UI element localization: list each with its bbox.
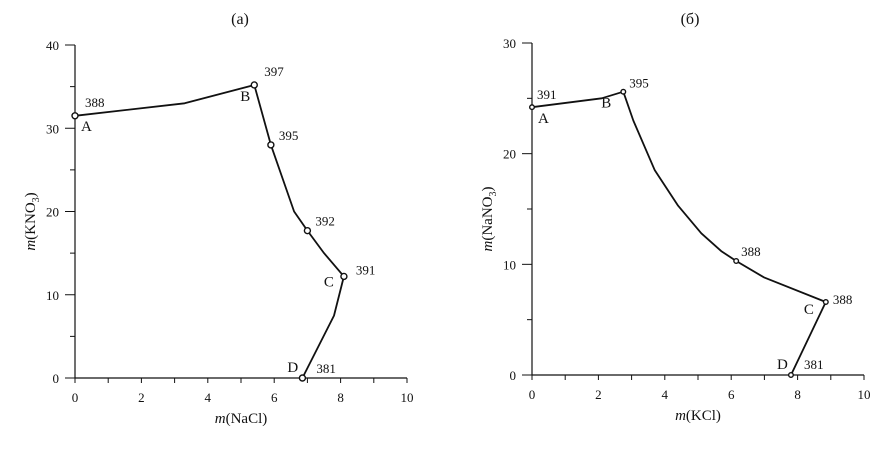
x-tick-label: 8 [337, 390, 344, 405]
data-point [71, 112, 79, 120]
y-tick-label: 30 [46, 121, 59, 136]
point-letter: D [777, 357, 788, 373]
x-tick-label: 0 [529, 387, 536, 402]
point-letter: A [538, 111, 549, 127]
x-tick-label: 6 [728, 387, 735, 402]
data-label: 388 [833, 292, 853, 307]
data-label: 392 [315, 214, 335, 229]
y-tick-label: 20 [503, 147, 516, 162]
x-tick-label: 10 [858, 387, 871, 402]
y-tick-label: 30 [503, 36, 516, 51]
y-tick-label: 0 [53, 371, 60, 386]
y-axis-label-italic: m [23, 240, 39, 251]
data-point [250, 81, 258, 89]
data-label: 388 [741, 244, 761, 259]
x-tick-label: 4 [205, 390, 212, 405]
chart-panel-0: (a)0 2 4 6 8 10010203040m(NaCl)m(KNO3)388A397… [23, 11, 414, 427]
data-point [529, 104, 536, 111]
solubility-curve [531, 90, 827, 376]
x-tick-label: 10 [401, 390, 414, 405]
y-axis-label-rest: (NaNO [480, 196, 496, 240]
data-point [303, 226, 312, 235]
y-axis-label-close: ) [23, 192, 39, 197]
data-label: 391 [356, 262, 376, 277]
y-axis-label-sub: 3 [31, 197, 42, 202]
y-axis-label-close: ) [480, 187, 496, 192]
data-label: 395 [629, 76, 649, 91]
x-axis-label-italic: m [215, 411, 226, 427]
x-tick-label: 6 [271, 390, 278, 405]
data-label: 388 [85, 95, 105, 110]
y-axis-label-rest: (KNO [23, 202, 39, 240]
chart-title: (a) [231, 11, 249, 28]
x-tick-label: 2 [138, 390, 145, 405]
point-letter: C [324, 274, 334, 290]
y-axis-label-italic: m [480, 241, 496, 252]
data-label: 397 [264, 64, 284, 79]
y-tick-label: 40 [46, 38, 59, 53]
data-point [298, 374, 307, 382]
x-axis-label-rest: (KCl) [686, 408, 721, 424]
y-tick-label: 20 [46, 205, 59, 220]
data-label: 395 [279, 128, 299, 143]
solubility-curve [74, 84, 345, 379]
x-tick-label: 2 [595, 387, 602, 402]
point-letter: B [240, 89, 250, 105]
y-axis-label: m(KNO3) [23, 192, 42, 250]
data-point [620, 88, 627, 95]
point-letter: B [601, 96, 611, 112]
y-axis-label-sub: 3 [488, 192, 499, 197]
x-axis-label: m(KCl) [675, 408, 721, 424]
data-point [733, 258, 740, 265]
point-letter: C [804, 302, 814, 318]
chart-panel-1: (б)0 2 4 6 8 100102030m(KCl)m(NaNO3)391A395B3… [480, 11, 871, 424]
data-point [787, 372, 794, 379]
data-point [822, 298, 829, 305]
x-tick-label: 4 [662, 387, 669, 402]
x-axis-label-italic: m [675, 408, 686, 424]
x-axis-label-rest: (NaCl) [226, 411, 268, 427]
x-axis-label: m(NaCl) [215, 411, 268, 427]
data-label: 381 [804, 357, 824, 372]
point-letter: D [287, 360, 298, 376]
data-label: 391 [537, 87, 557, 102]
data-point [267, 141, 275, 149]
point-letter: A [81, 119, 92, 135]
data-label: 381 [316, 361, 336, 376]
chart-title: (б) [681, 11, 700, 28]
y-axis-label: m(NaNO3) [480, 187, 499, 252]
y-tick-label: 10 [503, 257, 516, 272]
data-point [340, 272, 348, 281]
y-tick-label: 0 [510, 368, 517, 383]
y-tick-label: 10 [46, 288, 59, 303]
x-tick-label: 8 [794, 387, 801, 402]
x-tick-label: 0 [72, 390, 79, 405]
